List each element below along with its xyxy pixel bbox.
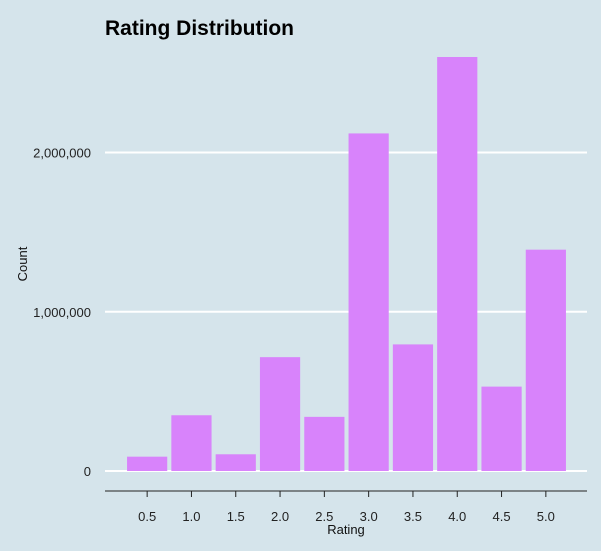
y-axis-title: Count bbox=[15, 246, 30, 281]
x-tick-labels: 0.5 1.0 1.5 2.0 2.5 3.0 3.5 4.0 4.5 5.0 bbox=[138, 491, 555, 524]
x-tick-label: 5.0 bbox=[537, 509, 555, 524]
x-tick-label: 1.0 bbox=[182, 509, 200, 524]
bars bbox=[127, 57, 566, 471]
bar-0.5 bbox=[127, 456, 168, 471]
x-tick-label: 2.5 bbox=[315, 509, 333, 524]
bar-3.5 bbox=[392, 344, 434, 471]
x-tick-label: 3.0 bbox=[360, 509, 378, 524]
bar-2.5 bbox=[304, 416, 345, 471]
y-tick-label: 0 bbox=[84, 464, 91, 479]
x-tick-label: 1.5 bbox=[227, 509, 245, 524]
bar-5.0 bbox=[525, 249, 566, 471]
x-axis-title: Rating bbox=[327, 522, 365, 537]
y-tick-label: 1,000,000 bbox=[33, 305, 91, 320]
y-tick-label: 2,000,000 bbox=[33, 146, 91, 161]
bar-1.0 bbox=[171, 415, 212, 471]
x-tick-label: 0.5 bbox=[138, 509, 156, 524]
y-tick-labels: 0 1,000,000 2,000,000 bbox=[33, 146, 91, 479]
bar-4.5 bbox=[481, 386, 522, 471]
bar-2.0 bbox=[259, 357, 301, 471]
x-tick-label: 2.0 bbox=[271, 509, 289, 524]
x-tick-label: 4.5 bbox=[493, 509, 511, 524]
x-tick-label: 4.0 bbox=[448, 509, 466, 524]
x-tick-label: 3.5 bbox=[404, 509, 422, 524]
bar-3.0 bbox=[348, 133, 389, 471]
bar-1.5 bbox=[215, 454, 256, 471]
chart-title: Rating Distribution bbox=[105, 17, 294, 40]
bar-4.0 bbox=[437, 57, 478, 471]
